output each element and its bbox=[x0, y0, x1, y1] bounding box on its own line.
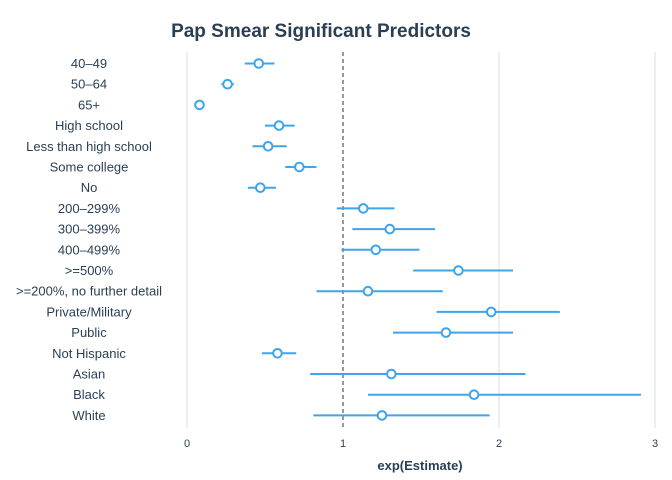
estimate-point bbox=[485, 306, 497, 318]
estimate-point bbox=[255, 182, 266, 193]
estimate-points bbox=[194, 58, 497, 421]
category-label: >=200%, no further detail bbox=[16, 284, 162, 299]
estimate-point bbox=[384, 223, 396, 235]
category-label: >=500% bbox=[65, 263, 114, 278]
category-label: Less than high school bbox=[26, 139, 152, 154]
x-axis-title: exp(Estimate) bbox=[377, 458, 462, 473]
estimate-point bbox=[468, 389, 480, 401]
estimate-point bbox=[273, 120, 285, 131]
category-label: Some college bbox=[50, 160, 129, 175]
x-axis-ticks: 0 1 2 3 bbox=[184, 438, 658, 450]
category-label: Not Hispanic bbox=[52, 346, 126, 361]
category-labels: 40–49 50–64 65+ High school Less than high s… bbox=[16, 56, 162, 423]
category-label: 200–299% bbox=[58, 201, 121, 216]
estimate-point bbox=[222, 78, 233, 90]
chart-title: Pap Smear Significant Predictors bbox=[171, 21, 471, 42]
category-label: 65+ bbox=[78, 97, 100, 112]
category-label: White bbox=[72, 408, 105, 423]
estimate-point bbox=[357, 203, 369, 214]
category-label: 400–499% bbox=[58, 242, 121, 257]
estimate-point bbox=[370, 244, 382, 256]
estimate-point bbox=[194, 99, 205, 111]
estimate-point bbox=[386, 368, 397, 380]
category-label: 40–49 bbox=[71, 56, 107, 71]
category-label: High school bbox=[55, 118, 123, 133]
category-label: Black bbox=[73, 387, 105, 402]
estimate-point bbox=[272, 348, 283, 359]
estimate-point bbox=[294, 161, 305, 173]
x-tick-label-0: 0 bbox=[184, 438, 190, 450]
category-label: Private/Military bbox=[46, 304, 132, 319]
confidence-intervals bbox=[196, 62, 641, 417]
estimate-point bbox=[262, 141, 274, 152]
estimate-point bbox=[440, 327, 452, 338]
estimate-point bbox=[453, 265, 464, 276]
category-label: Asian bbox=[73, 367, 106, 382]
category-label: 300–399% bbox=[58, 222, 121, 237]
estimate-point bbox=[362, 285, 374, 297]
x-tick-label-3: 3 bbox=[652, 438, 658, 450]
estimate-point bbox=[376, 410, 388, 421]
category-label: Public bbox=[71, 325, 107, 340]
x-tick-label-1: 1 bbox=[340, 438, 346, 450]
estimate-point bbox=[253, 58, 265, 69]
grid bbox=[186, 52, 656, 428]
category-label: No bbox=[81, 180, 98, 195]
category-label: 50–64 bbox=[71, 77, 107, 92]
x-tick-label-2: 2 bbox=[496, 438, 502, 450]
